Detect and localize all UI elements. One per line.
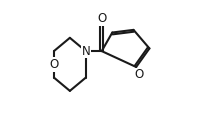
Text: O: O <box>135 68 144 81</box>
Text: O: O <box>97 12 106 25</box>
Text: N: N <box>81 45 90 58</box>
Text: O: O <box>49 58 59 71</box>
